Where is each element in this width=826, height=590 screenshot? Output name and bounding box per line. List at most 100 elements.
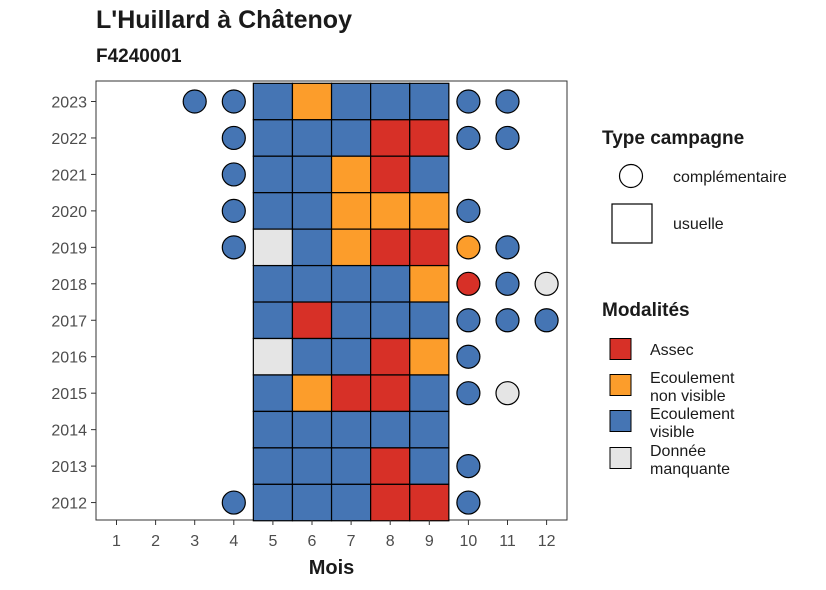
heatmap-cell [330,119,372,157]
complementary-point [495,125,520,151]
legend-label: visible [650,424,695,441]
legend-modalites-title: Modalités [602,300,690,321]
heatmap-cell [252,301,294,340]
heatmap-cell [330,337,372,376]
complementary-point [221,125,246,151]
x-tick-label: 11 [499,533,516,550]
legend-label: non visible [650,388,726,405]
heatmap-cell [409,265,450,303]
complementary-point [534,308,559,333]
y-tick-label: 2017 [51,313,87,330]
legend-type-title: Type campagne [602,128,744,149]
heatmap-cell [370,82,411,121]
complementary-point [456,198,481,223]
x-tick-label: 2 [151,533,160,550]
complementary-point [495,308,520,333]
heatmap-cell [330,82,372,121]
heatmap-cell [291,265,333,303]
heatmap-cell [291,337,333,376]
y-tick-label: 2019 [51,240,87,257]
heatmap-cell [252,265,294,303]
heatmap-cell [409,374,450,412]
heatmap-cell [291,301,333,340]
complementary-point [221,490,246,515]
heatmap-cell [370,228,411,267]
complementary-point [456,344,481,369]
heatmap-cell [252,119,294,157]
complementary-point [221,198,246,223]
legend-key-assec [609,338,632,360]
complementary-point [221,89,246,114]
complementary-point [456,125,481,151]
complementary-point [221,235,246,260]
heatmap-cell [252,483,294,522]
heatmap-cell [330,155,372,194]
complementary-point [456,490,481,515]
legend-label: manquante [650,461,730,478]
x-tick-label: 7 [347,533,356,550]
legend-square-key [611,203,653,244]
heatmap-cell [252,82,294,121]
y-tick-label: 2016 [51,350,87,367]
x-tick-label: 3 [190,533,199,550]
chart-title: L'Huillard à Châtenoy [96,6,352,34]
complementary-point [495,235,520,260]
heatmap-cell [330,301,372,340]
legend-label: Ecoulement [650,370,735,387]
y-tick-label: 2015 [51,386,87,403]
heatmap-cell [252,155,294,194]
heatmap-cell [370,337,411,376]
heatmap-cell [370,192,411,230]
heatmap-cell [409,447,450,485]
complementary-point [221,162,246,187]
heatmap-cell [252,374,294,412]
complementary-point [456,381,481,406]
legend-label: Ecoulement [650,406,735,423]
y-tick-label: 2020 [51,204,87,221]
heatmap-cell [370,374,411,412]
heatmap-cell [252,192,294,230]
y-tick-label: 2022 [51,131,87,148]
heatmap-cell [291,374,333,412]
legend-circle-key [618,163,644,189]
heatmap-cell [291,447,333,485]
heatmap-cell [330,447,372,485]
x-tick-label: 8 [386,533,395,550]
complementary-point [495,271,520,296]
heatmap-cell [409,192,450,230]
heatmap-cell [291,228,333,267]
complementary-point [534,271,559,296]
heatmap-cell [370,301,411,340]
chart-subtitle: F4240001 [96,46,182,67]
complementary-point [456,308,481,333]
heatmap-cell [370,155,411,194]
heatmap-cell [409,228,450,267]
heatmap-cell [409,301,450,340]
y-tick-label: 2013 [51,459,87,476]
heatmap-cell [330,228,372,267]
heatmap-cell [409,483,450,522]
y-tick-label: 2012 [51,496,87,513]
y-tick-label: 2021 [51,167,87,184]
heatmap-cell [409,410,450,449]
heatmap-cell [370,410,411,449]
heatmap-cell [252,228,294,267]
legend-key-donnée-manquante [609,447,632,469]
heatmap-cell [370,119,411,157]
heatmap-cell [252,447,294,485]
heatmap-cell [330,410,372,449]
heatmap-cell [409,155,450,194]
legend-label-complementaire: complémentaire [673,169,787,186]
legend-key-ecoulement-visible [609,410,632,432]
x-tick-label: 4 [229,533,238,550]
y-tick-label: 2023 [51,95,87,112]
legend-label: Assec [650,342,694,359]
complementary-point [456,454,481,479]
complementary-point [182,89,207,114]
complementary-point [456,89,481,114]
heatmap-cell [291,82,333,121]
x-tick-label: 6 [308,533,317,550]
heatmap-cell [291,483,333,522]
heatmap-cell [330,192,372,230]
